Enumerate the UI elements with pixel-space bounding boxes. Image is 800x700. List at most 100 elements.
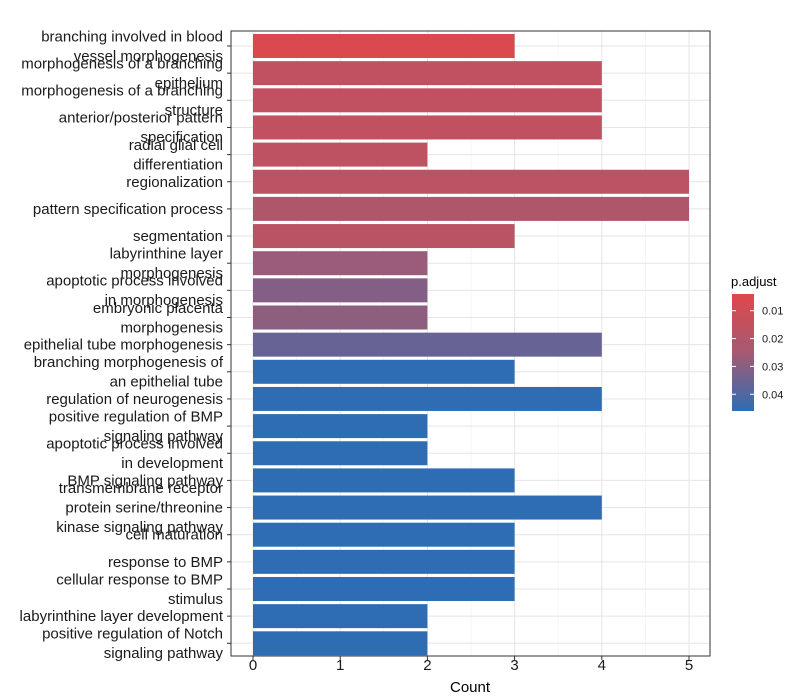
legend: p.adjust 0.01 0.02 0.03 0.04 [731,274,783,411]
y-tick-label-line: signaling pathway [104,645,224,662]
x-tick-label: 4 [598,657,606,674]
y-tick-label-line: branching morphogenesis of [34,354,224,371]
y-tick-label: apoptotic process involved in development [46,436,224,473]
bar [253,631,428,656]
y-tick-label-line: morphogenesis of a branching [21,83,223,100]
bar [253,495,602,520]
bar [253,305,428,330]
bar [253,414,428,439]
y-tick-label-line: in morphogenesis [105,292,223,309]
y-tick-label: segmentation [133,228,223,245]
y-tick-label-line: anterior/posterior pattern [59,110,223,127]
bar [253,604,428,629]
y-tick-label-line: labyrinthine layer development [20,608,224,625]
y-tick-label-line: transmembrane receptor [59,480,223,497]
y-tick-label-line: pattern specification process [33,201,223,218]
y-tick-label-line: epithelial tube morphogenesis [24,337,223,354]
y-tick-label: transmembrane receptor protein serine/thr… [56,480,223,536]
bar [253,386,602,411]
y-tick-label: morphogenesis of a branching epithelium [21,55,223,92]
y-tick-label-line: radial glial cell [129,137,223,154]
bar [253,196,689,221]
y-tick-label-line: response to BMP [108,554,223,571]
y-tick-label-line: differentiation [133,156,223,173]
y-tick-label-line: positive regulation of BMP [49,408,223,425]
y-tick-label-line: specification [140,129,223,146]
y-tick-label-line: regionalization [126,174,223,191]
y-tick-label: branching morphogenesis of an epithelial … [34,354,224,391]
y-tick-label: apoptotic process involved in morphogenes… [46,273,223,310]
bar [253,549,515,574]
y-tick-label: morphogenesis of a branching structure [21,83,223,120]
y-tick-label-line: BMP signaling pathway [67,472,223,489]
x-tick-label: 3 [510,657,518,674]
y-tick-label-line: kinase signaling pathway [56,519,223,536]
y-tick-label-line: cell maturation [125,527,223,544]
y-tick-label: labyrinthine layer morphogenesis [110,245,223,282]
y-tick-label: cellular response to BMP stimulus [56,571,223,608]
bar [253,61,602,86]
y-tick-label-line: stimulus [168,591,223,608]
bar [253,224,515,249]
y-tick-label: radial glial cell differentiation [129,137,223,174]
bar [253,332,602,357]
y-axis-labels: branching involved in blood vessel morpho… [20,28,231,662]
y-tick-label: regulation of neurogenesis [46,391,223,408]
y-tick-label-line: cellular response to BMP [56,571,223,588]
y-tick-label: response to BMP [108,554,223,571]
y-tick-label: embryonic placenta morphogenesis [93,300,224,337]
y-tick-label-line: embryonic placenta [93,300,224,317]
y-tick-label-line: epithelium [155,75,223,92]
x-axis-title: Count [450,679,491,696]
y-tick-label-line: morphogenesis of a branching [21,55,223,72]
bar [253,115,602,140]
y-tick-label-line: in development [121,455,224,472]
y-tick-label-line: vessel morphogenesis [74,48,223,65]
bar [253,468,515,493]
y-tick-label-line: labyrinthine layer [110,245,223,262]
legend-title: p.adjust [731,274,777,289]
y-tick-label: labyrinthine layer development [20,608,224,625]
y-tick-label: epithelial tube morphogenesis [24,337,223,354]
x-axis-ticks: 0 1 2 3 4 5 [249,656,693,674]
bars [253,34,689,656]
bar [253,278,428,303]
x-tick-label: 5 [685,657,693,674]
x-tick-label: 0 [249,657,257,674]
bar [253,88,602,113]
y-tick-label-line: branching involved in blood [41,28,223,45]
y-tick-label: anterior/posterior pattern specification [59,110,223,147]
legend-colorbar [732,294,754,411]
legend-tick-label: 0.01 [762,306,783,318]
bar [253,577,515,601]
bar [253,251,428,276]
y-tick-label-line: protein serine/threonine [65,500,223,517]
y-tick-label-line: morphogenesis [120,265,223,282]
y-tick-label: regionalization [126,174,223,191]
y-tick-label-line: apoptotic process involved [46,436,223,453]
y-tick-label-line: an epithelial tube [110,374,223,391]
bar [253,169,689,194]
bar [253,359,515,384]
legend-ticks: 0.01 0.02 0.03 0.04 [732,306,783,401]
legend-tick-label: 0.02 [762,334,783,346]
bar [253,34,515,58]
y-tick-label: positive regulation of Notch signaling pa… [42,626,223,663]
y-tick-label: cell maturation [125,527,223,544]
x-tick-label: 1 [336,657,344,674]
bar [253,441,428,466]
y-tick-label: positive regulation of BMP signaling path… [49,408,224,445]
bar [253,522,515,547]
y-tick-label-line: regulation of neurogenesis [46,391,223,408]
y-tick-label-line: structure [165,102,223,119]
plot-border [230,30,711,657]
y-tick-label-line: segmentation [133,228,223,245]
x-tick-label: 2 [423,657,431,674]
legend-tick-label: 0.04 [762,389,783,401]
y-tick-label: BMP signaling pathway [67,472,223,489]
y-tick-label-line: signaling pathway [104,428,224,445]
y-tick-label-line: morphogenesis [120,319,223,336]
y-tick-label: branching involved in blood vessel morpho… [41,28,223,65]
y-tick-label: pattern specification process [33,201,223,218]
